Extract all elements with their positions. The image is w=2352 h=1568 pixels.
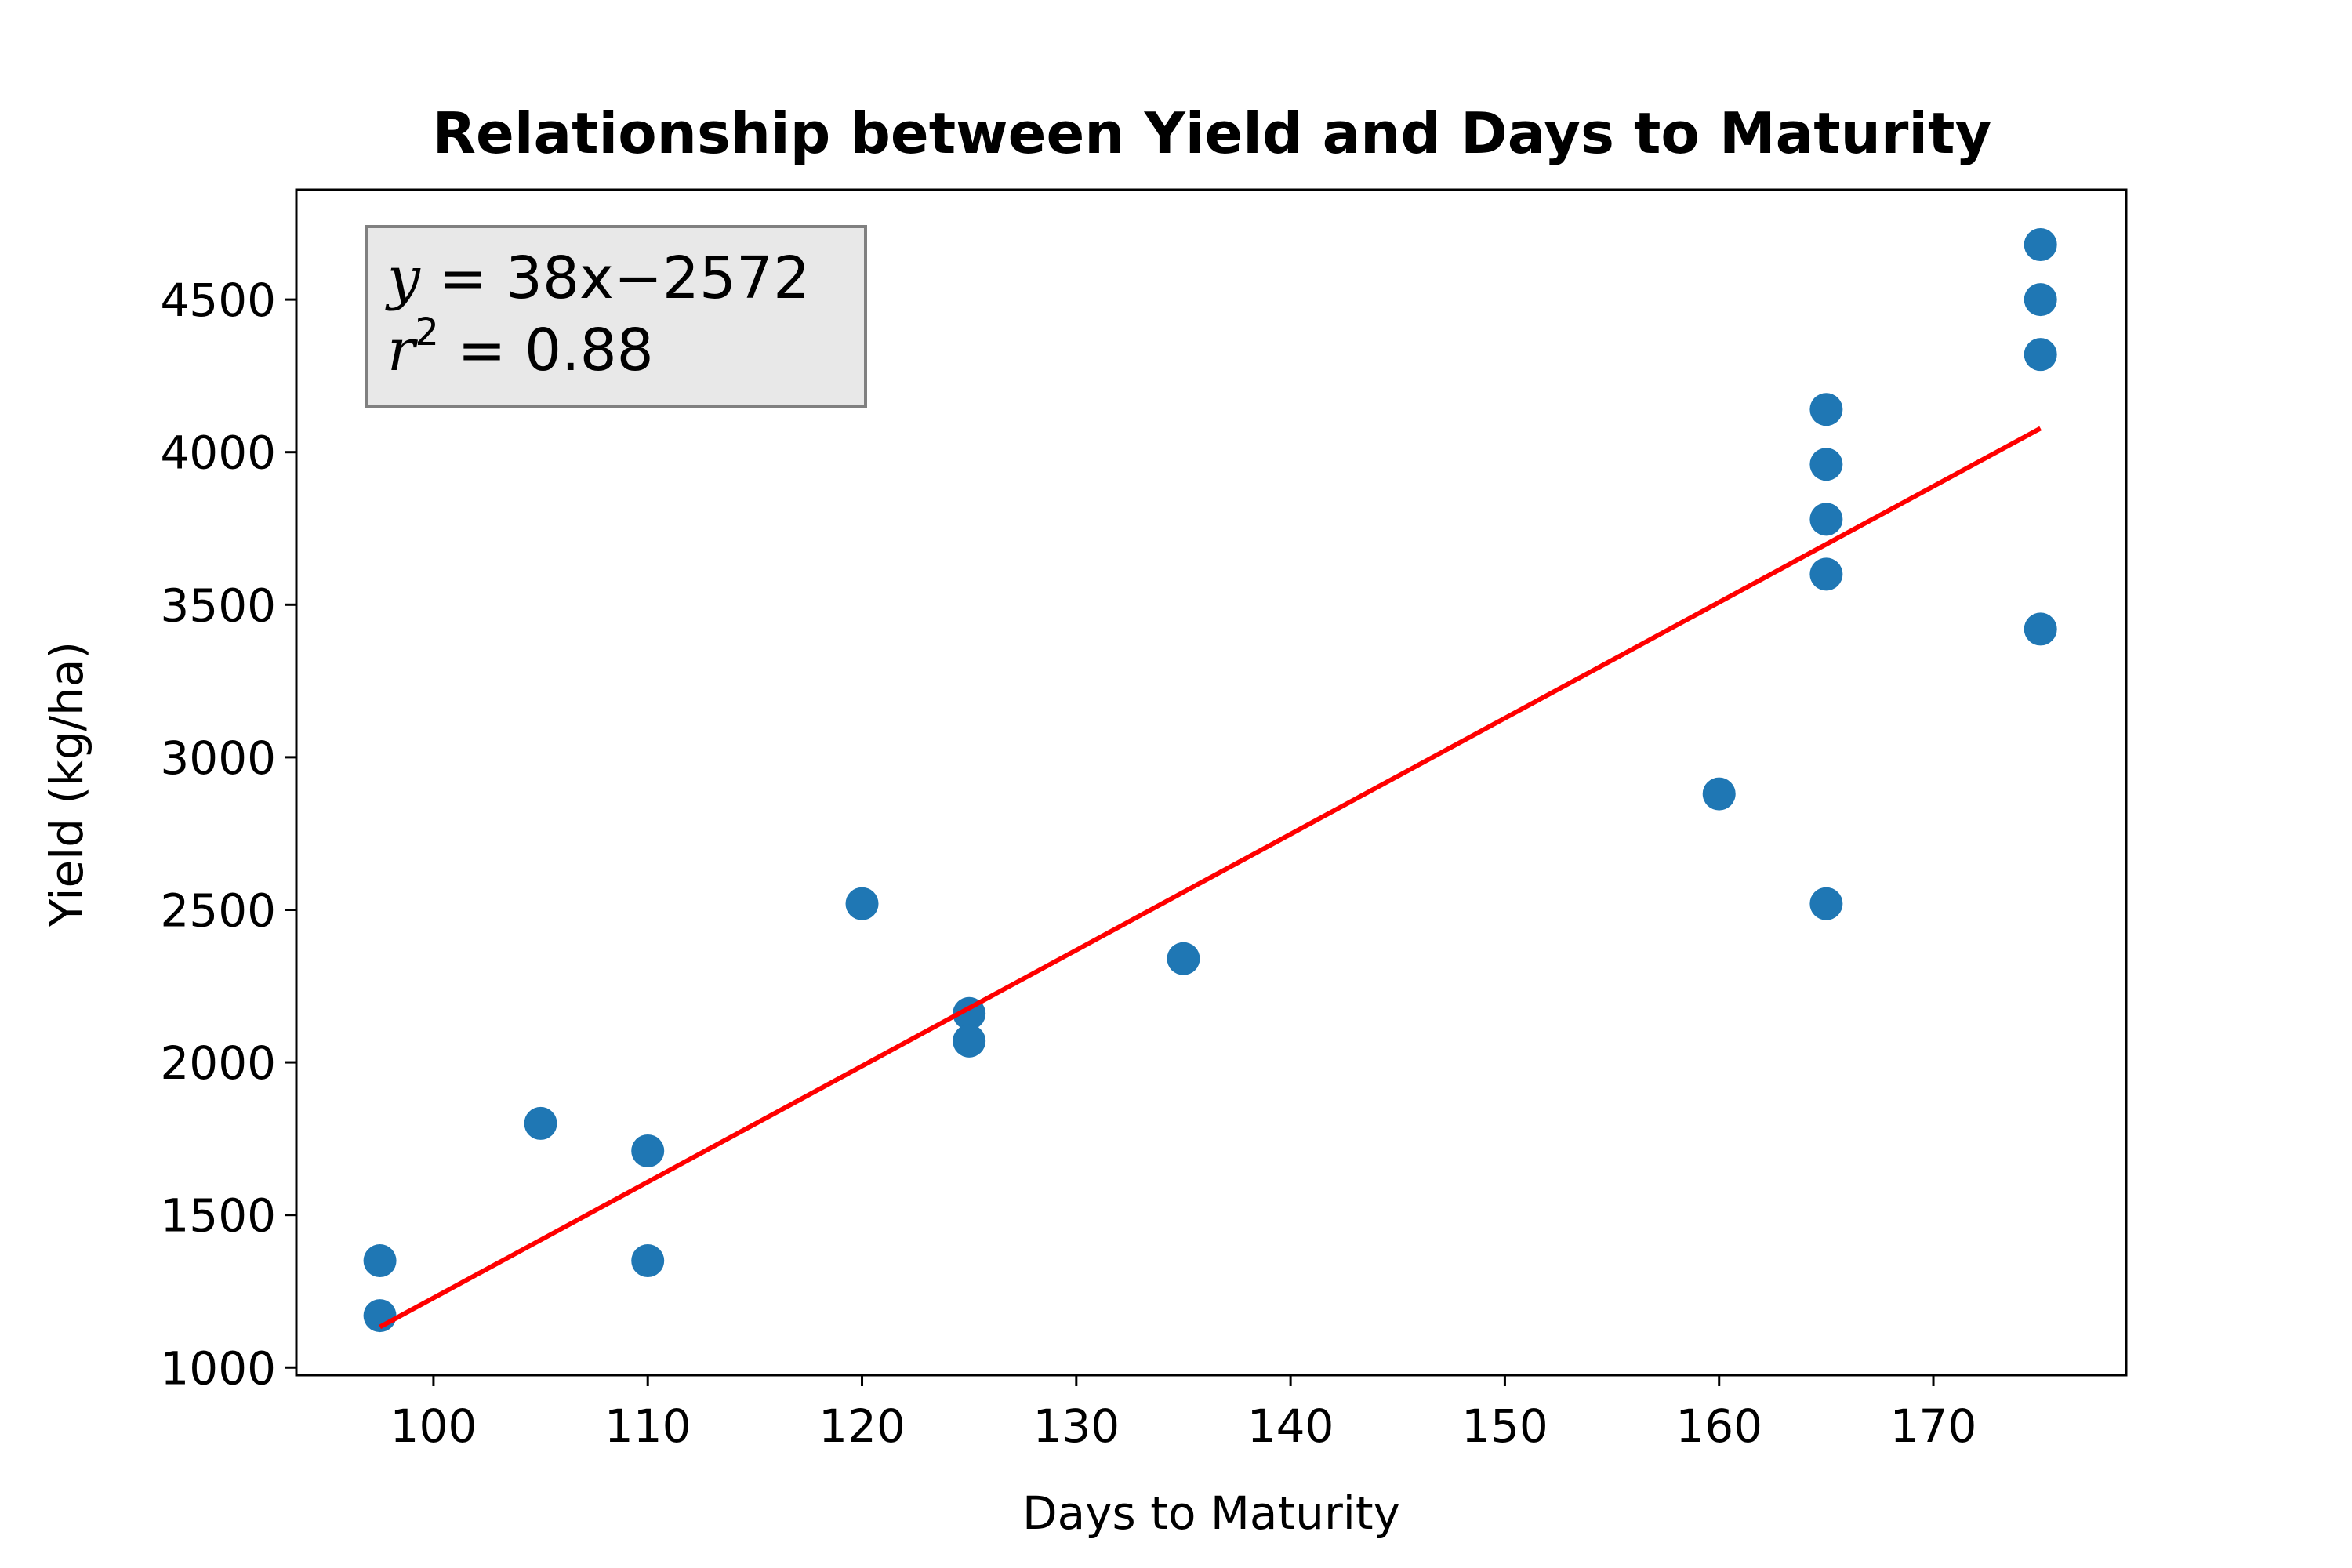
- y-axis-label: Yield (kg/ha): [40, 641, 93, 927]
- y-tick-label: 2500: [160, 884, 276, 937]
- data-point: [1809, 503, 1843, 536]
- data-point: [363, 1244, 397, 1278]
- data-point: [1702, 777, 1736, 811]
- equation-text: y = 38x−2572: [385, 245, 810, 312]
- data-point: [2024, 338, 2057, 372]
- data-point: [363, 1299, 397, 1333]
- x-tick-label: 170: [1890, 1399, 1977, 1453]
- y-axis-ticks: 1000 1500 2000 2500 3000 3500 4000 4500: [160, 274, 296, 1395]
- x-tick-label: 140: [1247, 1399, 1334, 1453]
- regression-line-group: [379, 426, 2042, 1330]
- x-tick-label: 110: [604, 1399, 691, 1453]
- data-point: [631, 1134, 665, 1167]
- y-tick-label: 4500: [160, 274, 276, 327]
- data-point: [631, 1244, 665, 1278]
- data-point: [2024, 283, 2057, 317]
- y-tick-label: 1500: [160, 1189, 276, 1243]
- data-point: [2024, 612, 2057, 646]
- x-tick-label: 160: [1675, 1399, 1762, 1453]
- x-axis-ticks: 100 110 120 130 140 150 160 170: [390, 1375, 1977, 1453]
- equation-y-symbol: y: [385, 245, 421, 312]
- data-point: [1809, 557, 1843, 591]
- y-tick-label: 4000: [160, 426, 276, 480]
- data-point: [2024, 228, 2057, 262]
- data-point: [524, 1106, 557, 1140]
- data-point: [1167, 942, 1200, 975]
- x-tick-label: 150: [1461, 1399, 1548, 1453]
- data-point: [953, 1024, 986, 1058]
- x-tick-label: 130: [1033, 1399, 1120, 1453]
- annotation-box: [365, 225, 867, 408]
- y-tick-label: 1000: [160, 1341, 276, 1395]
- x-axis-label: Days to Maturity: [1022, 1486, 1400, 1540]
- equation-equals: =: [420, 245, 506, 312]
- r-exponent: 2: [415, 310, 439, 354]
- data-point: [845, 887, 879, 920]
- r-squared-value: = 0.88: [439, 317, 654, 384]
- data-point: [1809, 887, 1843, 920]
- y-tick-label: 2000: [160, 1036, 276, 1090]
- x-tick-label: 120: [818, 1399, 906, 1453]
- y-tick-label: 3000: [160, 731, 276, 785]
- data-point: [1809, 393, 1843, 426]
- regression-annotation: y = 38x−2572 r2 = 0.88: [365, 225, 867, 408]
- data-point: [1809, 448, 1843, 481]
- regression-line: [379, 426, 2042, 1330]
- data-points: [363, 228, 2057, 1333]
- chart-title: Relationship between Yield and Days to M…: [433, 100, 1992, 166]
- x-tick-label: 100: [390, 1399, 477, 1453]
- r-symbol: r: [387, 317, 419, 384]
- r-squared-text: r2 = 0.88: [387, 310, 654, 384]
- equation-expression: 38x−2572: [506, 245, 810, 312]
- y-tick-label: 3500: [160, 579, 276, 632]
